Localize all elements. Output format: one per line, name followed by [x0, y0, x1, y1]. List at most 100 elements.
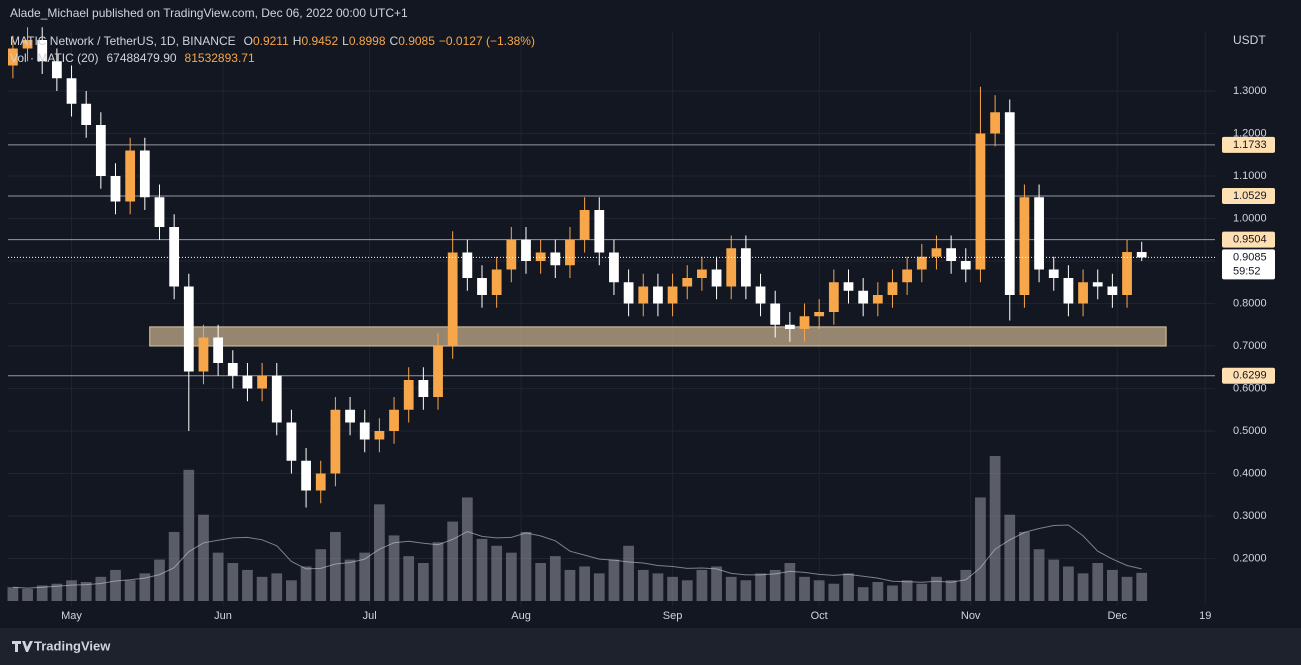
- y-tick-label: 0.8000: [1233, 297, 1267, 309]
- candle-body: [828, 282, 839, 312]
- volume-bar: [447, 521, 459, 601]
- current-price-bg: [1222, 249, 1275, 280]
- volume-legend: Vol · MATIC (20) 67488479.90 81532893.71: [10, 51, 255, 65]
- volume-bar: [579, 566, 590, 601]
- volume-bar: [124, 580, 136, 601]
- candle-body: [154, 197, 165, 227]
- volume-bar: [535, 563, 547, 601]
- candle-body: [843, 282, 854, 291]
- candle-body: [872, 295, 883, 304]
- level-label: 0.6299: [1233, 370, 1267, 382]
- candle-body: [418, 380, 429, 397]
- candle-body: [990, 112, 1000, 134]
- volume-bar: [1107, 569, 1118, 601]
- candle-body: [858, 290, 869, 304]
- volume-bar: [374, 504, 385, 601]
- candle-body: [286, 422, 297, 461]
- level-label-bg: [1222, 231, 1275, 248]
- candle-body: [462, 252, 473, 278]
- volume-legend-title: Vol · MATIC (20): [10, 51, 98, 65]
- candle-body: [1004, 112, 1015, 295]
- candle-body: [887, 282, 898, 295]
- candle-body: [916, 256, 927, 270]
- volume-bar: [491, 545, 503, 601]
- volume-bar: [989, 456, 1001, 601]
- volume-bar: [681, 580, 693, 601]
- candle-body: [66, 78, 77, 104]
- candle-body: [95, 125, 106, 176]
- volume-bar: [1004, 514, 1016, 601]
- candle-body: [374, 431, 385, 440]
- volume-bar: [931, 576, 942, 601]
- candle-body: [653, 286, 663, 304]
- candle-body: [770, 303, 781, 325]
- volume-bar: [461, 497, 473, 601]
- legend-key: L: [342, 34, 349, 48]
- candle-body: [433, 346, 443, 397]
- candle-body: [931, 248, 942, 257]
- volume-bar: [1077, 573, 1089, 601]
- header: Alade_Michael published on TradingView.c…: [10, 6, 408, 20]
- y-tick-label: 0.3000: [1233, 510, 1267, 522]
- level-label: 1.1733: [1233, 139, 1267, 151]
- candle-body: [37, 40, 48, 62]
- candle-body: [389, 409, 399, 431]
- candle-body: [81, 103, 92, 125]
- candle-body: [1136, 252, 1147, 258]
- volume-bar: [637, 569, 649, 601]
- candle-body: [315, 473, 326, 491]
- candle-body: [51, 61, 62, 79]
- candle-body: [535, 252, 546, 261]
- volume-bar: [1048, 559, 1060, 601]
- volume-bar: [242, 569, 253, 601]
- candle-body: [227, 363, 238, 376]
- volume-bar: [813, 580, 825, 601]
- y-tick-label: 1.3000: [1233, 85, 1267, 97]
- volume-bar: [549, 556, 561, 601]
- candle-body: [697, 269, 707, 278]
- volume-bar: [7, 587, 19, 601]
- candle-body: [271, 375, 282, 423]
- x-tick-label: Jun: [214, 610, 232, 622]
- candle-body: [960, 261, 971, 270]
- x-tick-label: Nov: [961, 610, 981, 622]
- y-tick-label: 0.5000: [1233, 425, 1267, 437]
- volume-bar: [212, 552, 224, 601]
- volume-value: 81532893.71: [185, 51, 255, 65]
- volume-bar: [168, 531, 180, 601]
- x-tick-label: Jul: [363, 610, 377, 622]
- candle-body: [257, 375, 267, 389]
- candle-body: [682, 278, 693, 287]
- level-label: 1.0529: [1233, 190, 1267, 202]
- candle-body: [1092, 282, 1103, 287]
- candle-body: [506, 239, 517, 270]
- candle-body: [1048, 269, 1059, 278]
- volume-bar: [901, 580, 913, 601]
- volume-bar: [139, 573, 151, 601]
- candle-body: [902, 269, 913, 283]
- level-label: 0.9504: [1233, 233, 1267, 245]
- y-tick-label: 0.2000: [1233, 552, 1267, 564]
- volume-bar: [945, 580, 957, 601]
- volume-bar: [388, 535, 400, 601]
- candle-body: [1107, 286, 1118, 295]
- level-label-bg: [1222, 136, 1275, 153]
- x-tick-label: 19: [1199, 610, 1211, 622]
- candle-body: [667, 286, 678, 304]
- candle-body: [8, 48, 18, 66]
- volume-bar: [95, 576, 107, 601]
- volume-bar: [36, 585, 48, 601]
- volume-bar: [300, 566, 312, 601]
- candle-body: [198, 337, 209, 372]
- volume-bar: [80, 582, 92, 601]
- candle-body: [755, 286, 766, 304]
- volume-bar: [227, 563, 239, 601]
- footer-bar: [0, 628, 1301, 665]
- volume-bar: [51, 583, 63, 601]
- candle-body: [623, 282, 634, 304]
- volume-bar: [608, 559, 620, 601]
- volume-bar: [564, 569, 576, 601]
- volume-bar: [403, 556, 415, 601]
- x-tick-label: Oct: [811, 610, 828, 622]
